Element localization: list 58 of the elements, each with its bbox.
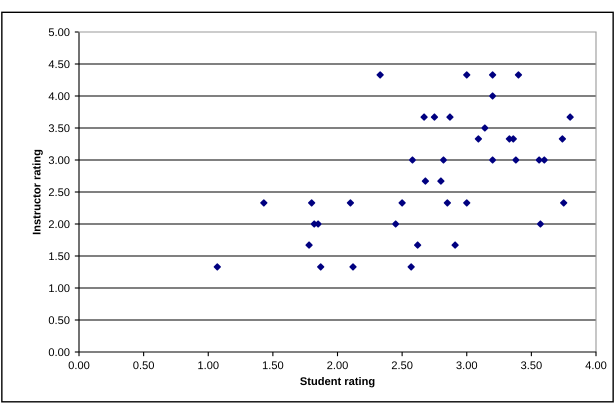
y-tick-label: 1.50 (49, 252, 70, 260)
x-axis-title: Student rating (300, 376, 374, 388)
x-tick-label: 1.50 (262, 361, 284, 370)
point (414, 241, 422, 249)
point (305, 241, 313, 249)
point (512, 156, 520, 164)
x-tick-label: 4.00 (585, 361, 606, 370)
x-tick-label: 2.50 (392, 361, 413, 370)
point (422, 177, 430, 185)
point (440, 156, 448, 164)
x-tick-label: 3.50 (520, 361, 542, 370)
point (430, 113, 438, 121)
y-axis-title: Instructor rating (32, 150, 43, 234)
x-tick-label: 2.00 (327, 361, 348, 370)
y-tick-label: 3.50 (48, 124, 70, 132)
point (488, 92, 496, 100)
y-tick-label: 2.50 (48, 188, 70, 196)
y-tick-label: 2.00 (48, 220, 70, 228)
point (488, 156, 496, 164)
point (463, 71, 470, 79)
point (566, 113, 574, 121)
point (420, 113, 428, 121)
point (446, 113, 454, 121)
point (346, 199, 354, 207)
x-tick-label: 1.00 (198, 361, 219, 370)
point (481, 124, 488, 132)
y-tick-label: 3.00 (48, 156, 70, 164)
y-tick-label: 4.00 (48, 92, 70, 100)
point (392, 220, 400, 228)
point (349, 263, 357, 271)
point (398, 199, 406, 207)
point (536, 220, 544, 228)
point (260, 199, 268, 207)
point (308, 199, 316, 207)
y-tick-label: 0.00 (48, 348, 70, 356)
y-tick-label: 1.00 (49, 284, 70, 292)
y-tick-label: 0.50 (48, 316, 70, 324)
point (408, 156, 416, 164)
point (376, 71, 384, 79)
point (540, 156, 548, 164)
y-tick-label: 4.50 (48, 60, 70, 68)
point (437, 177, 445, 185)
point (214, 263, 221, 271)
x-tick-label: 0.00 (68, 361, 90, 370)
point (558, 135, 566, 143)
point (560, 199, 568, 207)
point (488, 71, 496, 79)
point (474, 135, 482, 143)
x-tick-label: 0.50 (133, 361, 154, 370)
y-tick-label: 5.00 (48, 28, 70, 36)
point (463, 199, 470, 207)
x-tick-label: 3.00 (456, 361, 478, 370)
point (444, 199, 452, 207)
point (317, 263, 324, 271)
point (451, 241, 459, 249)
point (408, 263, 415, 271)
point (514, 71, 522, 79)
point (535, 156, 543, 164)
